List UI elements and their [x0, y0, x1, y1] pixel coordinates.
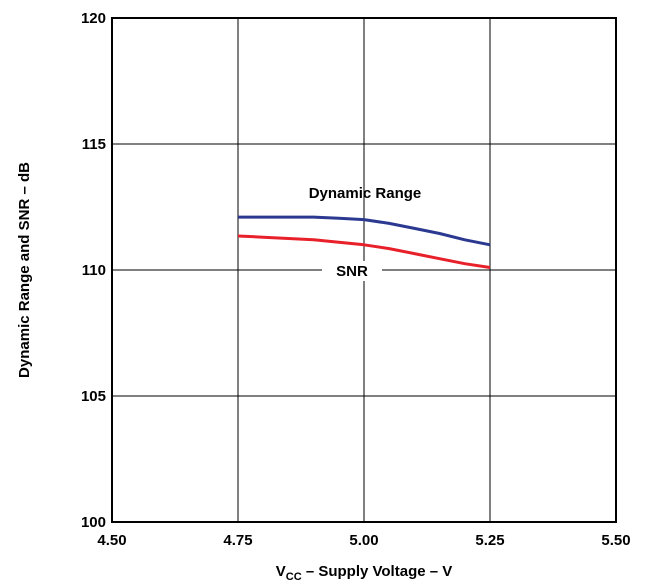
x-axis-label-main: V [276, 563, 286, 580]
x-tick-label: 5.25 [475, 532, 504, 549]
y-axis-label: Dynamic Range and SNR – dB [16, 162, 33, 378]
x-axis-label-sub: CC [286, 571, 302, 583]
y-tick-label: 100 [81, 514, 106, 531]
x-tick-labels: 4.50 4.75 5.00 5.25 5.50 [97, 532, 630, 549]
x-tick-label: 5.50 [601, 532, 630, 549]
series-labels: Dynamic Range SNR [309, 185, 422, 281]
series-label-background [322, 261, 382, 281]
x-tick-label: 4.75 [223, 532, 252, 549]
series-label-snr: SNR [336, 263, 368, 280]
series-label-dynamic-range: Dynamic Range [309, 185, 422, 202]
series-line-dynamic-range [238, 215, 491, 247]
y-tick-labels: 100 105 110 115 120 [81, 10, 106, 531]
series-line-snr [237, 234, 491, 269]
y-tick-label: 105 [81, 388, 106, 405]
x-axis-label: VCC – Supply Voltage – V [276, 563, 453, 583]
y-tick-label: 110 [82, 262, 106, 279]
plot-frame [111, 17, 617, 523]
series-group [237, 215, 491, 269]
y-tick-label: 115 [82, 136, 106, 153]
x-tick-label: 4.50 [97, 532, 126, 549]
y-tick-label: 120 [81, 10, 106, 27]
x-axis-label-rest: – Supply Voltage – V [302, 563, 453, 580]
x-tick-label: 5.00 [349, 532, 378, 549]
